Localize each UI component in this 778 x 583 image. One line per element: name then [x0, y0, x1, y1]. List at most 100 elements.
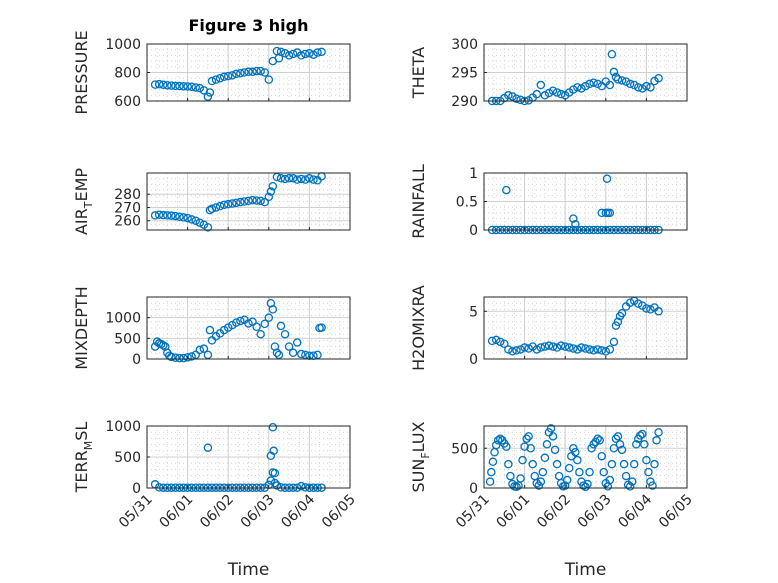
data-point	[642, 304, 651, 313]
data-point	[207, 76, 217, 86]
y-axis-label: AIRTEMP	[72, 168, 95, 235]
data-point	[528, 459, 537, 469]
x-tick-label: 06/03	[575, 492, 615, 532]
data-point	[520, 343, 529, 352]
data-point	[175, 353, 184, 363]
data-point	[625, 79, 635, 89]
data-point	[154, 79, 164, 89]
data-point	[607, 459, 617, 469]
data-point	[205, 88, 215, 97]
data-point	[191, 350, 200, 360]
data-point	[532, 478, 542, 488]
data-point	[305, 174, 314, 183]
data-point	[589, 78, 598, 88]
y-tick-label: 0	[469, 223, 478, 239]
data-point	[297, 174, 306, 184]
data-point	[154, 210, 164, 220]
data-point	[313, 350, 322, 360]
data-point	[634, 83, 643, 92]
data-point	[236, 197, 245, 207]
data-point	[203, 92, 213, 101]
data-point	[252, 196, 261, 205]
data-point	[260, 197, 269, 207]
data-point	[569, 214, 578, 223]
data-point	[183, 82, 192, 91]
data-point	[629, 80, 639, 90]
data-point	[487, 336, 497, 346]
data-point	[654, 307, 663, 316]
data-point	[585, 467, 594, 477]
data-point	[569, 85, 578, 94]
data-point	[625, 298, 635, 307]
data-point	[536, 80, 546, 90]
data-point	[309, 175, 318, 184]
data-point	[158, 80, 168, 90]
axes-frame	[483, 425, 688, 489]
y-axis-label: H2OMIXRA	[409, 285, 428, 371]
data-point	[654, 73, 663, 83]
x-tick-label: 06/02	[534, 492, 574, 532]
data-point	[491, 335, 501, 345]
data-point	[609, 67, 619, 77]
data-point	[502, 442, 511, 451]
data-point	[309, 50, 318, 59]
data-point	[599, 467, 609, 477]
data-point	[621, 471, 631, 481]
data-point	[569, 344, 578, 353]
data-point	[617, 76, 627, 85]
data-point	[276, 47, 286, 57]
data-point	[150, 80, 160, 89]
data-point	[187, 215, 196, 224]
data-point	[632, 440, 641, 449]
axes-frame	[146, 172, 351, 231]
data-point	[205, 325, 215, 335]
data-point	[646, 305, 655, 314]
data-point	[248, 317, 257, 327]
x-tick-label: 06/03	[238, 492, 278, 532]
y-tick-label: 500	[114, 450, 141, 466]
x-tick-label: 06/04	[615, 491, 655, 531]
data-point	[585, 345, 594, 354]
data-point	[187, 82, 196, 92]
data-point	[548, 342, 558, 351]
data-point	[256, 196, 265, 206]
data-point	[215, 73, 225, 83]
data-point	[581, 81, 590, 91]
data-point	[613, 317, 623, 327]
x-axis-label: Time	[227, 560, 270, 580]
data-point	[538, 467, 548, 477]
data-point	[646, 477, 655, 486]
panel-mixdepth: 0 500 1000 MIXDEPTH	[72, 286, 351, 370]
data-point	[284, 342, 294, 351]
data-point	[240, 68, 249, 77]
data-point	[508, 92, 517, 101]
data-point	[646, 83, 655, 92]
data-point	[272, 481, 282, 490]
data-point	[219, 200, 229, 210]
data-point	[508, 347, 517, 356]
data-point	[297, 481, 306, 491]
data-point	[270, 478, 280, 488]
data-point	[232, 198, 241, 208]
data-point	[504, 91, 513, 100]
y-tick-label: 800	[114, 66, 141, 82]
data-point	[571, 447, 580, 457]
data-point	[593, 79, 602, 89]
panel-theta: 290 295 300 THETA	[409, 37, 688, 110]
data-point	[577, 343, 586, 352]
y-tick-label: 1000	[105, 37, 141, 53]
data-point	[236, 316, 245, 326]
x-tick-label: 05/31	[453, 492, 493, 532]
data-point	[615, 440, 625, 449]
data-point	[540, 91, 550, 100]
data-point	[203, 443, 213, 452]
data-point	[556, 89, 566, 99]
data-point	[268, 422, 278, 432]
data-point	[642, 455, 651, 465]
data-point	[504, 345, 513, 354]
data-point	[552, 343, 562, 352]
chart-title: Figure 3 high	[189, 16, 309, 35]
data-point	[211, 203, 221, 212]
data-point	[595, 436, 604, 445]
data-point	[613, 75, 623, 84]
